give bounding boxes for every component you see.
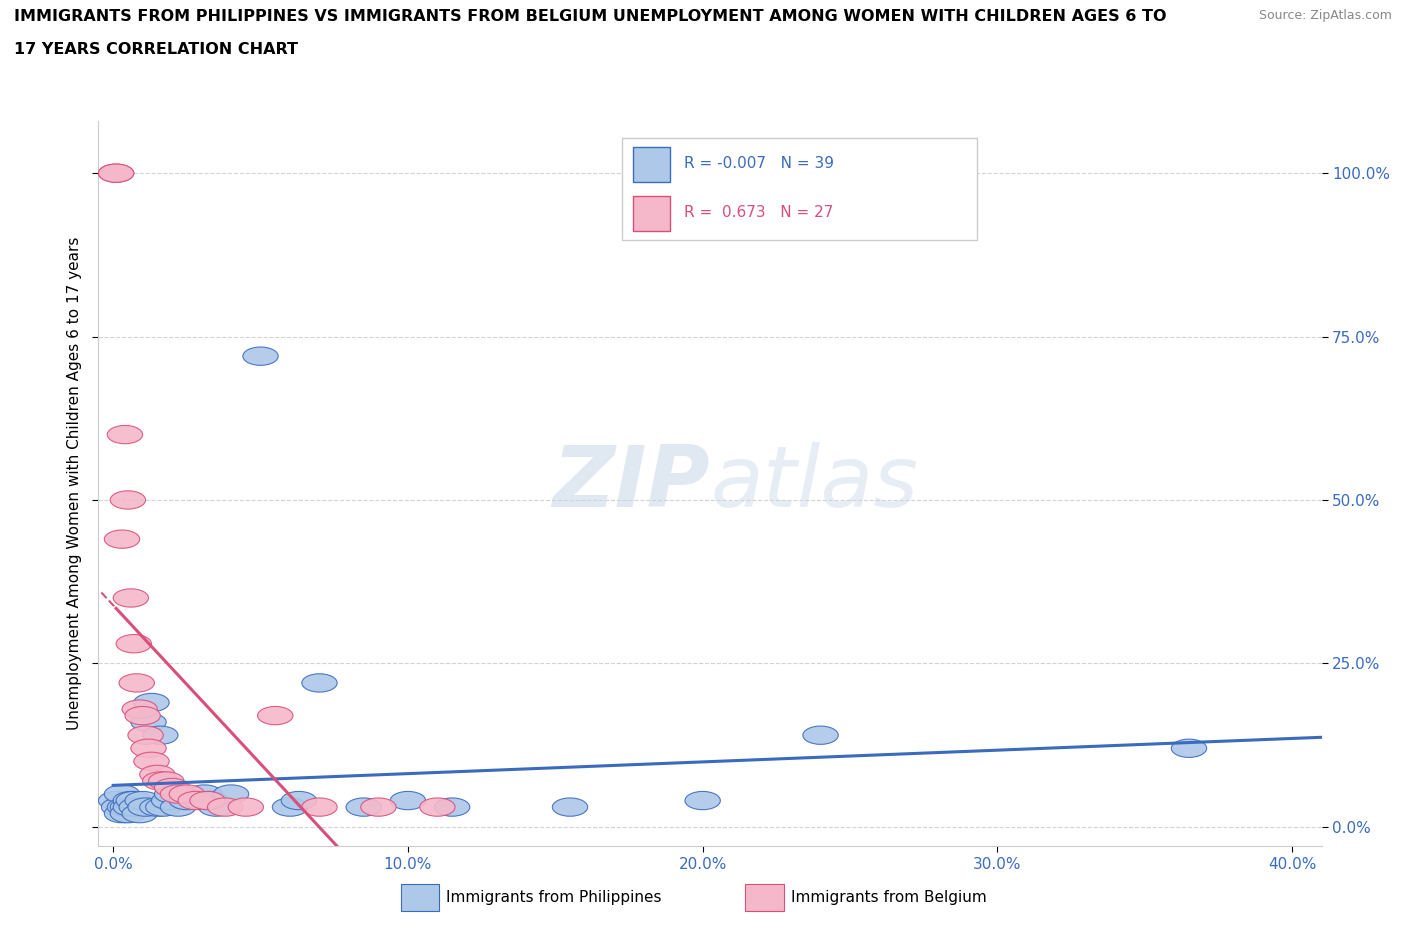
Ellipse shape <box>160 798 195 817</box>
Ellipse shape <box>131 713 166 731</box>
Ellipse shape <box>107 425 142 444</box>
Ellipse shape <box>361 798 396 817</box>
Ellipse shape <box>155 778 190 797</box>
Ellipse shape <box>142 726 179 744</box>
Ellipse shape <box>128 798 163 817</box>
Ellipse shape <box>685 791 720 810</box>
Ellipse shape <box>110 804 146 823</box>
Text: 17 YEARS CORRELATION CHART: 17 YEARS CORRELATION CHART <box>14 42 298 57</box>
Ellipse shape <box>169 785 204 804</box>
Ellipse shape <box>391 791 426 810</box>
Ellipse shape <box>553 798 588 817</box>
Ellipse shape <box>214 785 249 804</box>
Ellipse shape <box>122 700 157 718</box>
Text: Immigrants from Belgium: Immigrants from Belgium <box>790 890 987 905</box>
Ellipse shape <box>142 772 179 790</box>
Ellipse shape <box>110 798 146 817</box>
Ellipse shape <box>112 798 149 817</box>
Ellipse shape <box>139 798 176 817</box>
Ellipse shape <box>125 791 160 810</box>
Text: R =  0.673   N = 27: R = 0.673 N = 27 <box>685 206 834 220</box>
Ellipse shape <box>228 798 263 817</box>
Ellipse shape <box>98 164 134 182</box>
Ellipse shape <box>160 785 195 804</box>
Ellipse shape <box>104 804 139 823</box>
Ellipse shape <box>104 530 139 549</box>
Ellipse shape <box>281 791 316 810</box>
Ellipse shape <box>122 804 157 823</box>
Ellipse shape <box>125 707 160 724</box>
Ellipse shape <box>346 798 381 817</box>
Ellipse shape <box>190 791 225 810</box>
Ellipse shape <box>187 785 222 804</box>
Ellipse shape <box>208 798 243 817</box>
Text: ZIP: ZIP <box>553 442 710 525</box>
Text: Immigrants from Philippines: Immigrants from Philippines <box>447 890 662 905</box>
Ellipse shape <box>146 798 181 817</box>
Y-axis label: Unemployment Among Women with Children Ages 6 to 17 years: Unemployment Among Women with Children A… <box>66 237 82 730</box>
FancyBboxPatch shape <box>633 147 669 182</box>
Ellipse shape <box>98 791 134 810</box>
Ellipse shape <box>434 798 470 817</box>
Ellipse shape <box>134 752 169 770</box>
Ellipse shape <box>134 694 169 711</box>
Ellipse shape <box>139 765 176 784</box>
Ellipse shape <box>117 791 152 810</box>
Ellipse shape <box>120 798 155 817</box>
Ellipse shape <box>155 785 190 804</box>
Ellipse shape <box>193 791 228 810</box>
Ellipse shape <box>243 347 278 365</box>
Ellipse shape <box>110 491 146 509</box>
Ellipse shape <box>302 798 337 817</box>
Ellipse shape <box>1171 739 1206 757</box>
Ellipse shape <box>104 785 139 804</box>
Ellipse shape <box>120 673 155 692</box>
Ellipse shape <box>112 791 149 810</box>
Ellipse shape <box>117 634 152 653</box>
FancyBboxPatch shape <box>401 884 439 911</box>
Text: R = -0.007   N = 39: R = -0.007 N = 39 <box>685 156 834 171</box>
FancyBboxPatch shape <box>633 196 669 232</box>
Ellipse shape <box>179 791 214 810</box>
Text: IMMIGRANTS FROM PHILIPPINES VS IMMIGRANTS FROM BELGIUM UNEMPLOYMENT AMONG WOMEN : IMMIGRANTS FROM PHILIPPINES VS IMMIGRANT… <box>14 9 1167 24</box>
Ellipse shape <box>273 798 308 817</box>
Ellipse shape <box>184 791 219 810</box>
Ellipse shape <box>302 673 337 692</box>
FancyBboxPatch shape <box>623 138 977 240</box>
Ellipse shape <box>257 707 292 724</box>
Ellipse shape <box>152 791 187 810</box>
Ellipse shape <box>101 798 136 817</box>
Text: atlas: atlas <box>710 442 918 525</box>
Ellipse shape <box>169 791 204 810</box>
Ellipse shape <box>112 589 149 607</box>
Ellipse shape <box>803 726 838 744</box>
Ellipse shape <box>149 772 184 790</box>
Ellipse shape <box>98 164 134 182</box>
Ellipse shape <box>107 798 142 817</box>
Ellipse shape <box>420 798 456 817</box>
FancyBboxPatch shape <box>745 884 785 911</box>
Ellipse shape <box>128 726 163 744</box>
Ellipse shape <box>131 739 166 757</box>
Text: Source: ZipAtlas.com: Source: ZipAtlas.com <box>1258 9 1392 22</box>
Ellipse shape <box>198 798 233 817</box>
